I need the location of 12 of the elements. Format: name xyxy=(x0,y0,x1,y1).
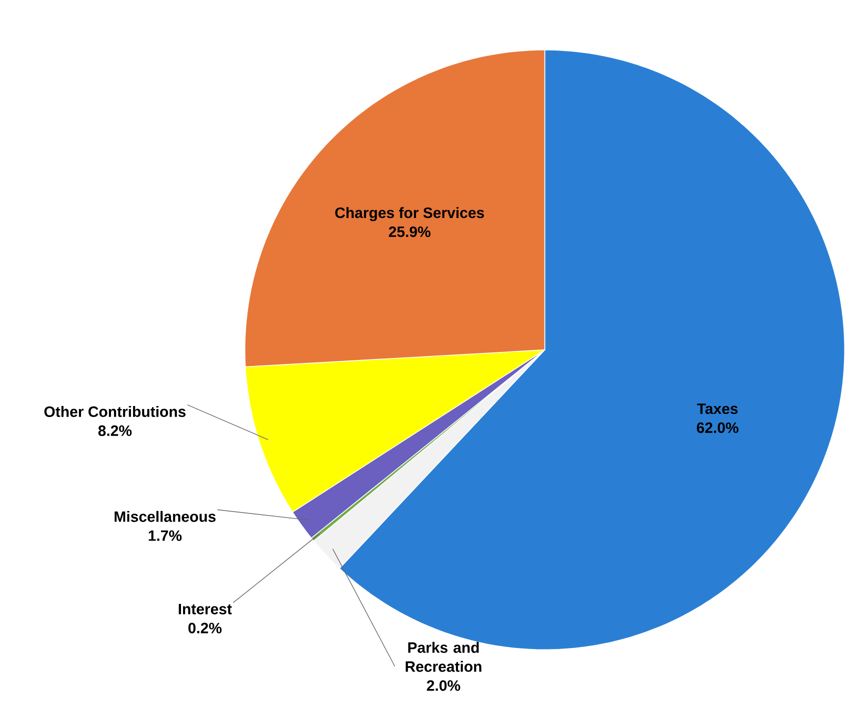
slice-label: Other Contributions xyxy=(44,406,186,418)
data-label: 25.9% xyxy=(388,226,430,238)
slice-label: Charges for Services xyxy=(335,207,484,222)
slice-label: Interest xyxy=(178,604,232,615)
data-label: 62.0% xyxy=(696,422,738,434)
data-label: 0.2% xyxy=(188,622,222,634)
data-label: 2.0% xyxy=(426,680,460,692)
slice-label: Miscellaneous xyxy=(114,511,216,522)
slice-label: Taxes xyxy=(697,404,738,414)
data-label: 1.7% xyxy=(148,530,182,542)
slice-label: Parks and Recreation xyxy=(406,642,482,672)
data-label: 8.2% xyxy=(98,426,132,436)
